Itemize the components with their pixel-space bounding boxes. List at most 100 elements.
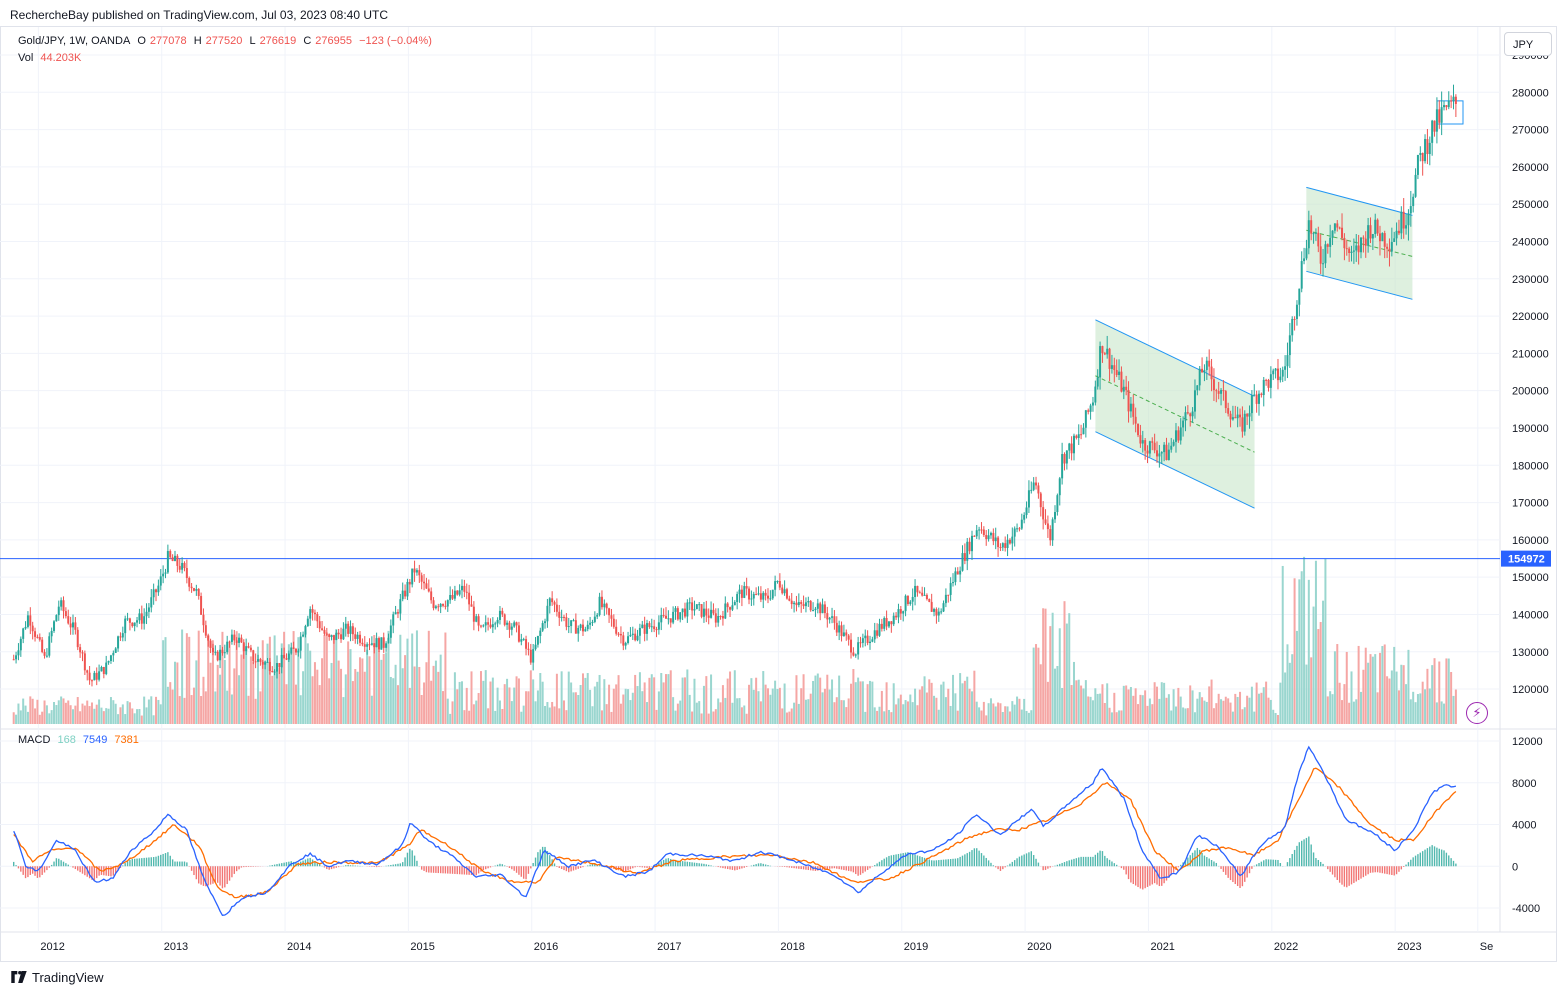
macd-histogram-bar	[323, 866, 326, 868]
volume-bar	[1419, 693, 1422, 724]
macd-histogram-bar	[1054, 865, 1056, 867]
macd-histogram-bar	[24, 866, 27, 879]
macd-histogram-bar	[43, 866, 46, 873]
macd-histogram-bar	[615, 866, 617, 870]
volume-bar	[446, 698, 449, 724]
candle-body	[249, 647, 252, 651]
volume-bar	[1305, 664, 1308, 724]
volume-bar	[676, 703, 679, 724]
candle-body	[223, 652, 226, 654]
macd-histogram-bar	[451, 866, 454, 874]
volume-bar	[114, 703, 117, 724]
volume-bar	[707, 713, 710, 724]
time-tick-label: 2014	[287, 941, 311, 953]
macd-histogram-bar	[579, 866, 582, 868]
macd-histogram-bar	[371, 866, 373, 867]
macd-histogram-bar	[181, 861, 183, 867]
volume-bar	[1378, 652, 1381, 724]
candle-body	[60, 600, 63, 607]
macd-histogram-bar	[1210, 860, 1213, 867]
candle-body	[831, 616, 834, 618]
macd-histogram-bar	[1006, 865, 1009, 867]
candle-body	[1364, 238, 1367, 246]
macd-histogram-bar	[997, 866, 999, 870]
candle-body	[525, 639, 528, 649]
volume-bar	[1134, 688, 1137, 724]
macd-histogram-bar	[641, 866, 643, 868]
candle-body	[1134, 416, 1137, 424]
close-label: C	[303, 35, 312, 47]
volume-bar	[404, 655, 407, 724]
macd-histogram-bar	[399, 863, 402, 867]
macd-histogram-bar	[627, 866, 629, 871]
macd-histogram-bar	[138, 858, 141, 867]
publisher-attribution: RechercheBay published on TradingView.co…	[10, 8, 389, 22]
macd-histogram-bar	[1241, 866, 1244, 887]
volume-bar	[928, 679, 931, 724]
candle-body	[515, 622, 518, 626]
candle-body	[1357, 245, 1360, 253]
volume-bar	[1229, 702, 1232, 724]
volume-bar	[1288, 662, 1291, 724]
macd-histogram-bar	[107, 866, 110, 877]
volume-bar	[22, 698, 25, 724]
macd-histogram-bar	[885, 857, 888, 867]
candle-body	[29, 615, 32, 626]
macd-histogram-bar	[1115, 864, 1118, 867]
price-tick-label: 200000	[1512, 386, 1549, 398]
candle-body	[88, 672, 91, 681]
volume-bar	[451, 701, 454, 724]
volume-bar	[999, 703, 1002, 724]
currency-button[interactable]: JPY	[1504, 32, 1552, 56]
macd-histogram-bar	[1433, 846, 1436, 867]
volume-bar	[1122, 685, 1125, 724]
macd-histogram-bar	[767, 865, 769, 867]
macd-histogram-bar	[1044, 866, 1047, 870]
volume-bar	[1374, 654, 1377, 724]
macd-histogram-bar	[1177, 866, 1180, 868]
macd-histogram-bar	[824, 866, 826, 870]
tradingview-logo[interactable]: TradingView	[10, 970, 104, 985]
candle-body	[503, 614, 506, 625]
volume-bar	[261, 640, 264, 724]
close-value: 276955	[315, 35, 353, 47]
candle-body	[1369, 225, 1372, 239]
volume-bar	[1075, 680, 1078, 724]
macd-histogram-bar	[632, 866, 634, 869]
volume-bar	[586, 673, 589, 724]
macd-histogram-bar	[1127, 866, 1130, 880]
volume-bar	[1144, 690, 1147, 724]
volume-bar	[1101, 684, 1104, 724]
macd-histogram-bar	[65, 863, 67, 867]
candle-body	[745, 586, 748, 589]
lightning-icon[interactable]: ⚡	[1466, 702, 1488, 724]
volume-bar	[914, 688, 917, 724]
volume-bar	[1272, 709, 1275, 724]
candle-body	[546, 605, 549, 622]
candle-body	[928, 599, 931, 602]
volume-bar	[802, 674, 805, 724]
macd-histogram-bar	[750, 865, 753, 867]
volume-bar	[190, 695, 193, 724]
volume-bar	[819, 677, 822, 724]
candle-body	[534, 644, 537, 650]
candle-body	[335, 632, 338, 640]
candle-body	[24, 626, 27, 629]
macd-histogram-bar	[1443, 850, 1445, 867]
volume-bar	[714, 709, 717, 724]
macd-histogram-bar	[48, 866, 50, 868]
candle-body	[572, 620, 575, 622]
volume-bar	[653, 677, 656, 724]
candle-body	[482, 625, 485, 627]
candle-body	[411, 568, 414, 585]
candle-body	[676, 608, 679, 620]
candle-body	[672, 611, 675, 623]
candle-body	[1046, 523, 1049, 530]
macd-histogram-bar	[532, 862, 534, 867]
candle-body	[679, 612, 682, 620]
tradingview-logo-icon	[11, 971, 27, 983]
candle-body	[1267, 379, 1270, 388]
volume-bar	[1008, 711, 1011, 724]
volume-bar	[1312, 606, 1315, 724]
